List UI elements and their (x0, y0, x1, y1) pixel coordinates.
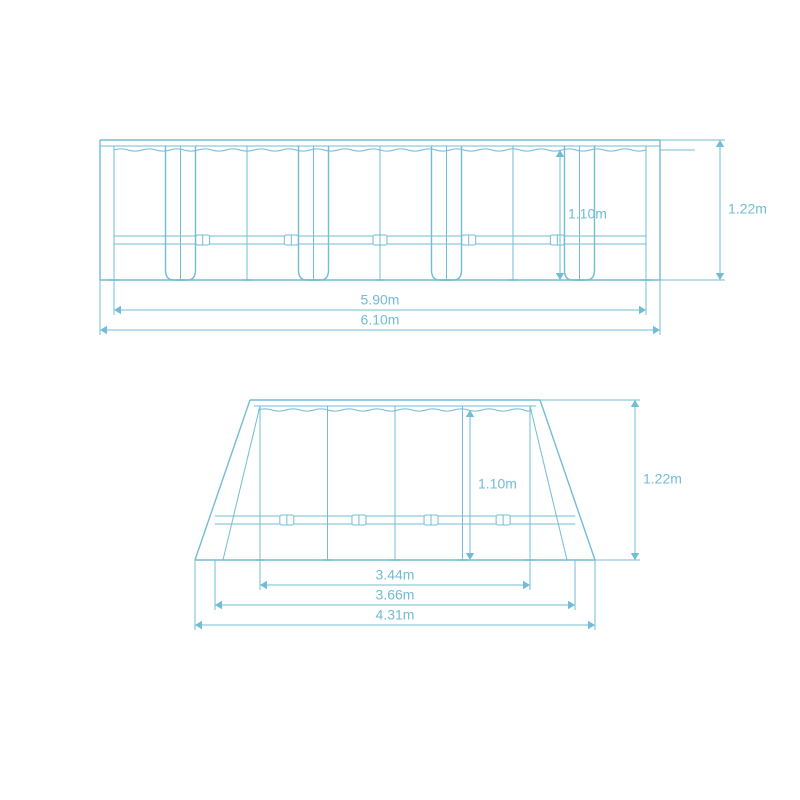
rail-connector (352, 515, 366, 525)
dim-label: 6.10m (361, 312, 400, 328)
dim-label: 1.22m (728, 201, 767, 217)
dim-outer-width: 6.10m (100, 312, 660, 334)
dim-outer-height: 1.22m (716, 140, 767, 280)
dim-label: 1.10m (568, 206, 607, 222)
dim-label: 3.66m (376, 587, 415, 603)
pool-long-side-view: 5.90m 6.10m 1.10m 1.22m (100, 140, 767, 335)
dim-label: 1.10m (478, 476, 517, 492)
dim-label: 5.90m (361, 292, 400, 308)
rail-connector (424, 515, 438, 525)
rail-connector (462, 235, 476, 245)
dim-outer-height: 1.22m (631, 400, 682, 560)
rail-connector (284, 235, 298, 245)
dim-width-bottom: 4.31m (195, 607, 595, 629)
rail-connector (280, 515, 294, 525)
rail-connector (496, 515, 510, 525)
dim-label: 3.44m (376, 567, 415, 583)
rail-connector (373, 235, 387, 245)
rail-connector (196, 235, 210, 245)
dim-label: 1.22m (643, 471, 682, 487)
rail-connector (550, 235, 564, 245)
dim-inner-height: 1.10m (556, 150, 607, 280)
dim-inner-height: 1.10m (466, 410, 517, 560)
dim-label: 4.31m (376, 607, 415, 623)
pool-short-side-view: 3.44m 3.66m 4.31m 1.10m 1.22m (195, 400, 682, 630)
